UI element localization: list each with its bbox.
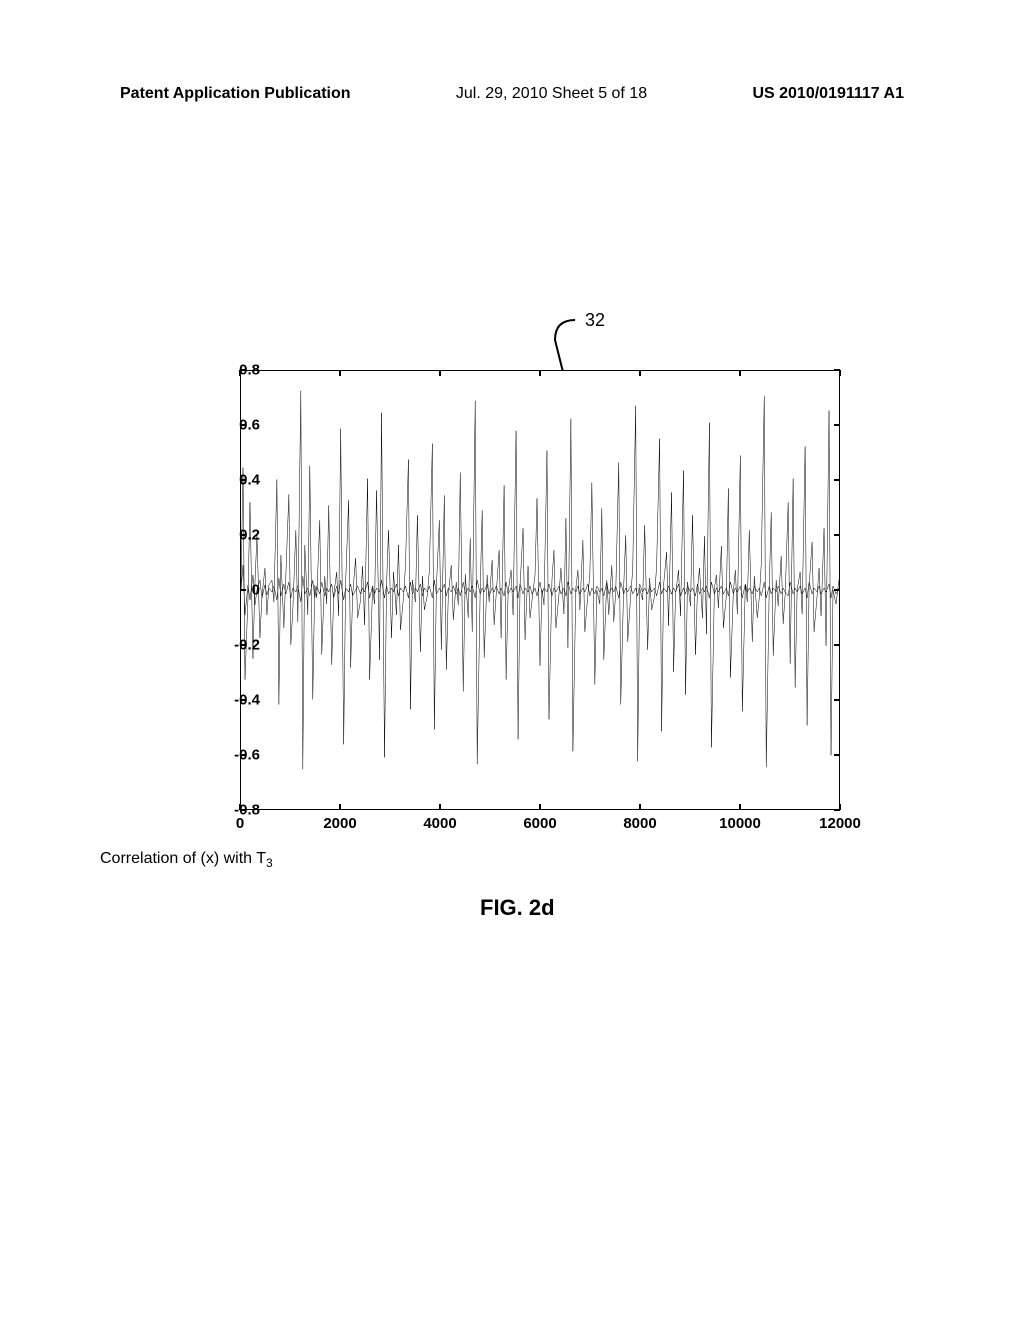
page-header: Patent Application Publication Jul. 29, … — [0, 85, 1024, 103]
y-tick-mark-right — [834, 589, 840, 591]
x-tick-label: 2000 — [323, 815, 356, 832]
y-tick-mark-right — [834, 644, 840, 646]
x-tick-label: 4000 — [423, 815, 456, 832]
correlation-chart: 32 0.80.60.40.20-0.2-0.4-0.6-0.8 0200040… — [170, 340, 870, 900]
y-tick-mark-right — [834, 479, 840, 481]
y-tick-mark — [240, 809, 246, 811]
y-tick-mark — [240, 369, 246, 371]
x-tick-mark — [739, 804, 741, 810]
x-tick-mark — [839, 804, 841, 810]
x-tick-mark-top — [339, 370, 341, 376]
y-tick-mark-right — [834, 754, 840, 756]
y-tick-mark — [240, 479, 246, 481]
x-tick-mark — [339, 804, 341, 810]
x-tick-label: 12000 — [819, 815, 861, 832]
x-tick-label: 6000 — [523, 815, 556, 832]
x-tick-mark-top — [539, 370, 541, 376]
y-tick-mark-right — [834, 534, 840, 536]
x-tick-mark-top — [239, 370, 241, 376]
header-publication: Patent Application Publication — [120, 85, 351, 103]
header-patent-number: US 2010/0191117 A1 — [752, 85, 904, 103]
x-tick-mark — [639, 804, 641, 810]
x-tick-mark-top — [839, 370, 841, 376]
y-tick-mark — [240, 424, 246, 426]
chart-plot-area — [240, 370, 840, 810]
x-tick-label: 8000 — [623, 815, 656, 832]
y-tick-label: -0.6 — [234, 747, 260, 764]
caption-text: Correlation of (x) with T — [100, 850, 266, 867]
x-tick-mark — [439, 804, 441, 810]
x-tick-mark-top — [739, 370, 741, 376]
figure-label: FIG. 2d — [480, 895, 555, 921]
y-tick-label: -0.4 — [234, 692, 260, 709]
y-tick-mark-right — [834, 699, 840, 701]
y-tick-mark — [240, 534, 246, 536]
y-tick-label: 0 — [252, 582, 260, 599]
y-tick-mark — [240, 754, 246, 756]
y-tick-label: -0.2 — [234, 637, 260, 654]
x-tick-label: 10000 — [719, 815, 761, 832]
header-date-sheet: Jul. 29, 2010 Sheet 5 of 18 — [456, 85, 647, 103]
x-tick-mark-top — [639, 370, 641, 376]
x-tick-label: 0 — [236, 815, 244, 832]
chart-signal — [241, 371, 839, 809]
x-tick-mark — [239, 804, 241, 810]
y-tick-mark — [240, 699, 246, 701]
x-tick-mark — [539, 804, 541, 810]
y-tick-mark — [240, 644, 246, 646]
x-tick-mark-top — [439, 370, 441, 376]
caption-subscript: 3 — [266, 856, 273, 870]
y-tick-mark — [240, 589, 246, 591]
y-tick-mark-right — [834, 424, 840, 426]
chart-caption: Correlation of (x) with T3 — [100, 850, 273, 870]
